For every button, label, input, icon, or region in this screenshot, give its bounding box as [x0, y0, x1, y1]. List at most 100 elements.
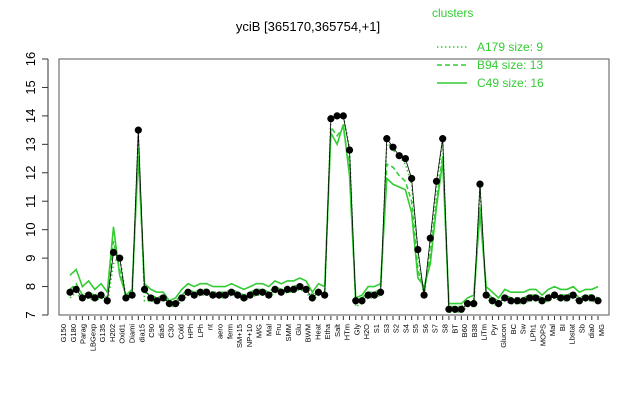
- x-tick-label-5: H202: [108, 324, 117, 342]
- x-tick-label-41: B60: [460, 324, 469, 337]
- x-tick-label-25: BWM: [304, 324, 313, 342]
- y-tick-label-4: 11: [23, 194, 38, 208]
- y-tick-label-1: 8: [23, 283, 38, 290]
- x-tick-label-47: Sw: [519, 323, 528, 334]
- x-tick-label-11: C30: [167, 324, 176, 338]
- point-11: [134, 126, 142, 134]
- point-34: [277, 288, 285, 296]
- legend: clusters A179 size: 9 B94 size: 13 C49 s…: [432, 6, 544, 90]
- y-tick-label-3: 10: [23, 222, 38, 236]
- x-tick-label-4: G135: [98, 324, 107, 342]
- point-48: [364, 291, 372, 299]
- point-13: [147, 294, 155, 302]
- x-tick-label-3: LBGexp: [88, 324, 97, 351]
- x-tick-label-38: S7: [431, 324, 440, 333]
- points-layer: [66, 112, 602, 313]
- x-tick-label-53: Sb: [577, 324, 586, 333]
- point-68: [488, 297, 496, 305]
- x-tick-label-51: BI: [558, 324, 567, 331]
- point-40: [314, 288, 323, 296]
- legend-title: clusters: [432, 6, 473, 20]
- point-85: [594, 297, 602, 305]
- x-tick-label-36: S5: [411, 324, 420, 333]
- point-83: [581, 294, 590, 302]
- point-4: [91, 294, 99, 302]
- x-tick-label-14: LPh: [196, 324, 205, 337]
- point-62: [451, 305, 459, 313]
- point-8: [116, 254, 124, 262]
- y-tick-label-8: 15: [23, 80, 38, 94]
- point-20: [190, 291, 198, 299]
- point-76: [538, 297, 546, 305]
- point-38: [302, 285, 310, 293]
- point-18: [178, 294, 186, 302]
- point-78: [550, 291, 559, 299]
- point-81: [569, 291, 577, 299]
- y-tick-label-5: 12: [23, 166, 38, 180]
- point-80: [563, 294, 571, 302]
- point-79: [557, 294, 565, 302]
- point-65: [470, 300, 478, 308]
- chart-title: yciB [365170,365754,+1]: [236, 19, 380, 34]
- point-33: [271, 285, 279, 293]
- point-25: [221, 291, 229, 299]
- x-tick-label-26: Heat: [313, 323, 322, 340]
- x-tick-label-40: BT: [450, 324, 459, 334]
- x-tick-label-2: Parag: [79, 324, 88, 344]
- x-tick-label-48: LPh1: [529, 324, 538, 342]
- x-tick-label-43: LiTm: [480, 324, 489, 341]
- x-tick-label-13: HPh: [186, 324, 195, 339]
- x-tick-label-12: Cold: [176, 324, 185, 339]
- y-tick-label-7: 14: [23, 109, 38, 123]
- point-84: [588, 294, 596, 302]
- point-56: [414, 245, 422, 254]
- x-tick-label-21: Mal: [264, 324, 273, 336]
- x-tick-label-54: dia0: [587, 324, 596, 338]
- x-tick-label-6: Oxid1: [118, 324, 127, 344]
- x-tick-label-0: G150: [59, 324, 68, 342]
- point-49: [370, 291, 378, 299]
- x-tick-label-37: S6: [421, 324, 430, 333]
- point-31: [258, 288, 267, 296]
- x-tick-label-22: Fru: [274, 324, 283, 335]
- point-5: [97, 291, 105, 299]
- point-64: [463, 300, 472, 308]
- x-tick-label-8: dia15: [137, 324, 146, 342]
- point-24: [215, 291, 223, 299]
- plot-frame: [58, 58, 610, 316]
- x-tick-label-42: B38: [470, 324, 479, 337]
- point-67: [482, 291, 490, 299]
- point-66: [476, 180, 484, 188]
- x-tick-label-23: SMM: [284, 324, 293, 342]
- x-tick-label-17: ferm: [225, 324, 234, 339]
- y-axis: 7 8 9 10 11 12 13 14 15 16: [23, 52, 49, 319]
- point-6: [103, 297, 111, 305]
- series-layer: [69, 114, 599, 313]
- point-12: [140, 285, 149, 293]
- x-tick-label-28: Salt: [333, 323, 342, 337]
- point-71: [507, 297, 515, 305]
- y-tick-label-6: 13: [23, 137, 38, 151]
- point-15: [159, 294, 167, 302]
- point-52: [389, 143, 397, 151]
- point-10: [128, 291, 136, 299]
- point-39: [308, 294, 316, 302]
- y-tick-label-2: 9: [23, 254, 38, 261]
- x-tick-label-49: MOPS: [538, 324, 547, 346]
- legend-label-2: C49 size: 16: [477, 76, 544, 90]
- point-28: [240, 294, 248, 302]
- x-tick-label-32: S1: [372, 324, 381, 333]
- point-43: [333, 112, 341, 120]
- point-69: [495, 300, 503, 308]
- point-54: [401, 154, 410, 163]
- series-line-2: [69, 124, 599, 305]
- point-14: [153, 297, 161, 305]
- point-70: [501, 294, 509, 302]
- x-tick-label-52: Lbstat: [568, 323, 577, 344]
- point-3: [85, 291, 93, 299]
- point-37: [296, 282, 304, 291]
- point-0: [66, 288, 74, 296]
- x-tick-label-45: Glucon: [499, 324, 508, 348]
- point-21: [196, 288, 205, 296]
